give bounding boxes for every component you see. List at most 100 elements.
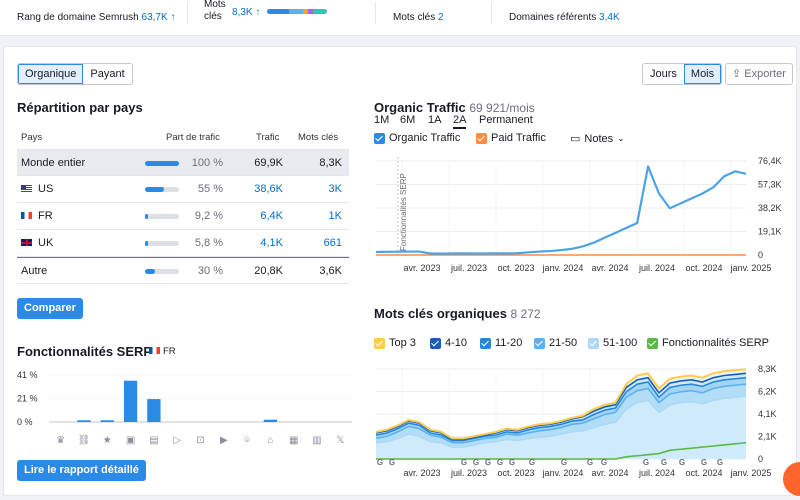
x-tick-label: janv. 2024: [542, 468, 584, 478]
organic-keywords-title: Mots clés organiques 8 272: [374, 306, 541, 321]
google-update-icon: G: [701, 458, 707, 467]
google-update-icon: G: [717, 458, 723, 467]
timeframe-1y[interactable]: 1A: [428, 114, 442, 126]
serp-country[interactable]: FR: [149, 346, 176, 357]
divider: [375, 2, 376, 24]
keywords-value[interactable]: 1K: [328, 210, 342, 222]
timeframe-1m[interactable]: 1M: [374, 114, 390, 126]
google-update-icon: G: [561, 458, 567, 467]
organic-traffic-chart: 76,4K 57,3K 38,2K 19,1K 0 avr. 2023 juil. 2023…: [375, 156, 782, 273]
country-row-world[interactable]: Monde entier 100 % 69,9K 8,3K: [17, 149, 349, 176]
serp-marker-label: Fonctionnalités SERP: [399, 173, 408, 251]
chevron-down-icon: ⌄: [617, 133, 625, 143]
google-update-icon: G: [485, 458, 491, 467]
google-update-icon: G: [661, 458, 667, 467]
traffic-value[interactable]: 6,4K: [260, 210, 283, 222]
overview-card: Organique Payant Répartition par pays Pa…: [3, 46, 797, 496]
export-button[interactable]: ⇪ Exporter: [725, 63, 793, 85]
organic-traffic-value: 69 921/mois: [469, 101, 535, 115]
keywords-value[interactable]: 3K: [328, 183, 342, 195]
organic-keywords-title-text: Mots clés organiques: [374, 306, 507, 321]
share-value: 30 %: [197, 265, 223, 277]
timeframe-6m[interactable]: 6M: [400, 114, 416, 126]
authority-score[interactable]: Rang de domaine Semrush 63,7K ↑: [17, 12, 175, 23]
serp-country-label: FR: [163, 346, 176, 357]
share-bar: [145, 214, 179, 219]
keywords-count-stat[interactable]: Mots clés 2: [393, 12, 444, 23]
chat-widget-button[interactable]: [783, 462, 800, 496]
country-row-other[interactable]: Autre 30 % 20,8K 3,6K: [17, 257, 349, 284]
legend-11-20[interactable]: 11-20: [480, 337, 522, 349]
col-keywords[interactable]: Mots clés: [298, 132, 339, 143]
country-row-us[interactable]: US 55 % 38,6K 3K: [17, 176, 349, 203]
granularity-toggle: Jours Mois: [642, 63, 723, 85]
organic-traffic-line: [375, 165, 747, 255]
google-update-icon: G: [473, 458, 479, 467]
traffic-value[interactable]: 38,6K: [254, 183, 283, 195]
google-update-icon: G: [389, 458, 395, 467]
keywords-stat-value-wrap: 8,3K ↑: [232, 7, 260, 18]
video-icon: ▷: [173, 435, 181, 446]
x-twitter-icon: 𝕏: [336, 435, 344, 446]
jobs-icon: ▥: [312, 435, 321, 446]
legend-top3[interactable]: Top 3: [374, 337, 416, 349]
paid-tab[interactable]: Payant: [90, 68, 125, 80]
legend-4-10[interactable]: 4-10: [430, 337, 467, 349]
read-report-button[interactable]: Lire le rapport détaillé: [17, 460, 146, 481]
organic-traffic-title-text: Organic Traffic: [374, 100, 466, 115]
timeframe-all[interactable]: Permanent: [479, 114, 533, 126]
legend-21-50[interactable]: 21-50: [534, 337, 577, 349]
line-11-20: [375, 376, 747, 442]
share-bar: [145, 161, 179, 166]
x-tick-label: juil. 2024: [638, 468, 675, 478]
organic-tab[interactable]: Organique: [18, 64, 84, 84]
traffic-value: 20,8K: [254, 265, 283, 277]
traffic-value[interactable]: 4,1K: [260, 237, 283, 249]
country-row-uk[interactable]: UK 5,8 % 4,1K 661: [17, 230, 349, 257]
checkbox-icon: [588, 337, 599, 349]
image-pack-icon: ▤: [149, 435, 158, 446]
keywords-value: 8,3K: [319, 157, 342, 169]
local-pack-icon: ⌾: [244, 435, 250, 446]
featured-snippet-icon: ♛: [56, 435, 65, 446]
line-21-50: [375, 383, 747, 444]
legend-paid-traffic[interactable]: Paid Traffic: [476, 132, 546, 144]
col-country[interactable]: Pays: [21, 132, 43, 143]
google-update-icon: G: [509, 458, 515, 467]
x-tick-label: juil. 2023: [450, 468, 487, 478]
timeframe-2y[interactable]: 2A: [453, 114, 467, 129]
country-name: US: [38, 183, 54, 195]
keywords-count-label: Mots clés: [393, 12, 436, 23]
image-icon: ▣: [126, 435, 135, 446]
serp-bar: [77, 420, 91, 422]
y-tick-label: 0: [758, 250, 763, 260]
country-row-fr[interactable]: FR 9,2 % 6,4K 1K: [17, 203, 349, 230]
google-update-icon: G: [643, 458, 649, 467]
x-tick-label: juil. 2024: [638, 263, 675, 273]
share-bar-fill: [145, 269, 156, 274]
col-traffic[interactable]: Trafic: [256, 132, 280, 143]
days-button[interactable]: Jours: [650, 68, 677, 80]
share-bar-fill: [145, 187, 164, 192]
legend-organic-traffic[interactable]: Organic Traffic: [374, 132, 460, 144]
country-name: Autre: [21, 265, 48, 277]
legend-serp-features[interactable]: Fonctionnalités SERP: [647, 337, 769, 349]
google-update-icon: G: [461, 458, 467, 467]
share-bar: [145, 187, 179, 192]
months-button[interactable]: Mois: [683, 64, 722, 84]
keywords-stat[interactable]: Mots clés: [204, 0, 226, 23]
share-value: 9,2 %: [194, 210, 223, 222]
serp-features-chart: 41 % 21 % 0 % ♛ ⛓ ★ ▣ ▤ ▷ ⊡ ▶ ⌾ ⌂ ▦ ▥ 𝕏: [17, 370, 352, 446]
x-tick-label: avr. 2024: [591, 468, 628, 478]
legend-51-100[interactable]: 51-100: [588, 337, 637, 349]
notes-dropdown[interactable]: ▭ Notes ⌄: [570, 132, 625, 146]
x-tick-label: avr. 2023: [403, 468, 440, 478]
col-traffic-share[interactable]: Part de trafic: [166, 132, 220, 143]
compare-button[interactable]: Comparer: [17, 298, 83, 319]
country-name: FR: [38, 210, 53, 222]
keywords-value[interactable]: 661: [323, 237, 342, 249]
knowledge-panel-icon: ⌂: [267, 435, 273, 446]
referring-domains-stat[interactable]: Domaines référents 3,4K: [509, 12, 620, 23]
notes-label: Notes: [584, 132, 614, 145]
y-tick-label: 38,2K: [758, 203, 782, 213]
